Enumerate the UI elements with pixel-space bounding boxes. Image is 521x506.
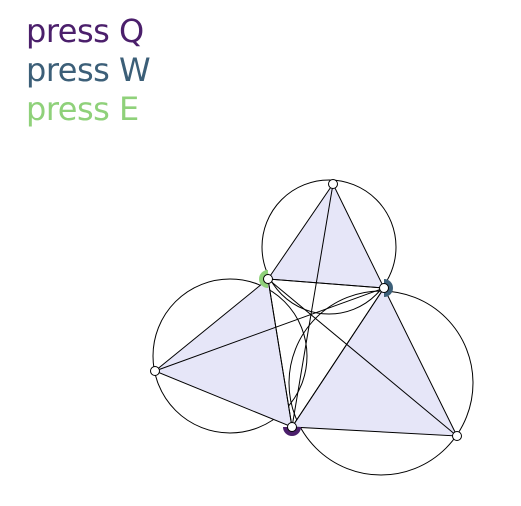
base-triangle-outline: [267, 278, 385, 429]
connecting-lines: [154, 183, 458, 437]
equilateral-triangles: [154, 183, 458, 437]
circumcircle-top: [261, 179, 397, 315]
triangle-right: [291, 286, 458, 437]
handle-e-ring[interactable]: [263, 274, 273, 284]
key-hint-e: press E: [26, 90, 139, 128]
handle-w-ring[interactable]: [379, 283, 389, 293]
handle-q-ring[interactable]: [287, 422, 297, 432]
handle-e[interactable]: [259, 270, 273, 288]
circumcircle-left: [152, 278, 308, 434]
line-right-apex-to-e: [267, 278, 458, 437]
apex-point-left: [150, 366, 160, 376]
key-hint-q: press Q: [26, 12, 144, 50]
line-top-apex-to-q: [291, 183, 334, 428]
key-hint-w: press W: [26, 51, 151, 89]
triangle-top: [267, 183, 385, 289]
apex-point-top: [328, 179, 338, 189]
apex-points: [150, 179, 462, 441]
key-legend: press Q press W press E: [26, 12, 151, 129]
handle-q[interactable]: [283, 422, 301, 437]
handle-w[interactable]: [379, 279, 394, 297]
line-left-apex-to-w: [154, 287, 385, 372]
handles[interactable]: [259, 270, 393, 436]
apex-point-right: [452, 431, 462, 441]
base-triangle: [267, 278, 385, 429]
